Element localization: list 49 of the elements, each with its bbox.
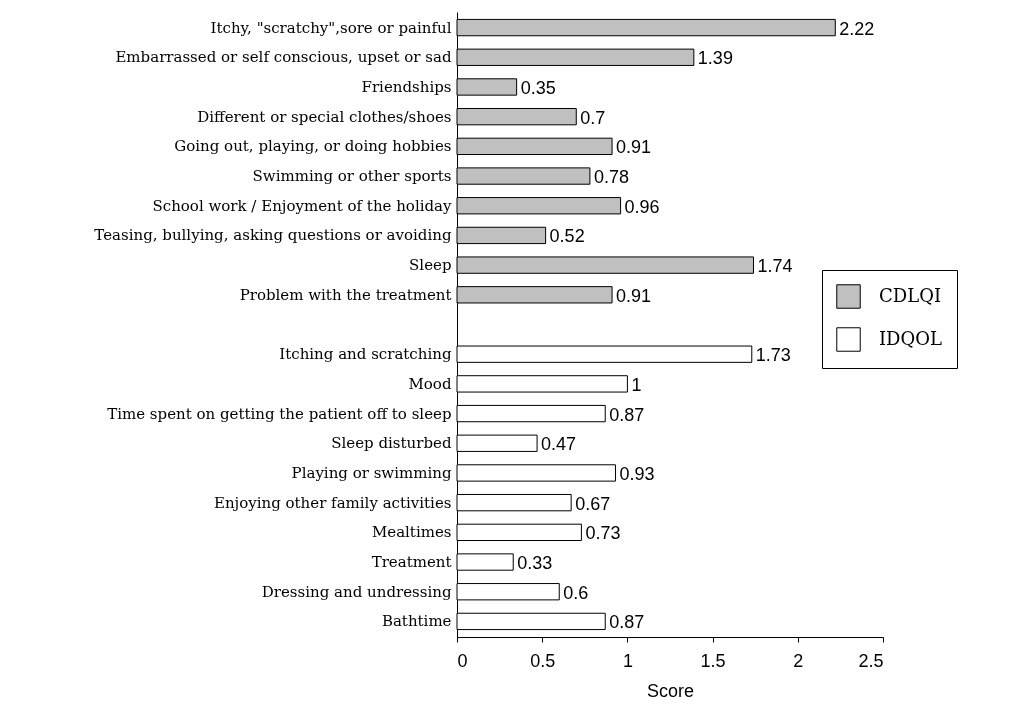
data-label: 0.96 (624, 196, 660, 217)
legend-label: IDQOL (879, 327, 943, 349)
y-tick-label: Mood (408, 374, 452, 393)
y-tick-label: Mealtimes (371, 523, 452, 542)
y-tick-label: Treatment (371, 553, 452, 572)
y-tick-label: Teasing, bullying, asking questions or avoiding (94, 226, 452, 245)
y-tick-label: Itching and scratching (279, 345, 452, 364)
y-tick-label: Sleep (409, 256, 452, 275)
data-label: 0.91 (616, 285, 652, 306)
y-tick-label: Itchy, "scratchy",sore or painful (210, 18, 452, 37)
y-tick-label: Enjoying other family activities (213, 493, 452, 512)
data-label: 1.73 (755, 345, 791, 366)
x-tick-label: 0.5 (530, 650, 556, 671)
data-label: 1 (631, 374, 642, 395)
data-label: 0.33 (517, 553, 553, 574)
legend-label: CDLQI (879, 284, 942, 306)
data-label: 0.47 (541, 434, 577, 455)
x-tick-label: 1.5 (700, 650, 726, 671)
y-tick-label: Sleep disturbed (331, 434, 452, 453)
y-tick-label: Going out, playing, or doing hobbies (174, 137, 452, 156)
y-tick-label: Swimming or other sports (252, 167, 452, 186)
data-label: 0.93 (619, 463, 655, 484)
data-label: 0.52 (549, 226, 585, 247)
data-label: 0.6 (563, 582, 589, 603)
y-tick-label: Different or special clothes/shoes (197, 107, 452, 126)
x-tick-label: 1 (622, 650, 633, 671)
data-label: 1.74 (757, 256, 793, 277)
y-tick-label: Dressing and undressing (261, 582, 452, 601)
x-tick-label: 0 (457, 650, 468, 671)
data-label: 0.78 (593, 167, 629, 188)
y-tick-label: Playing or swimming (291, 463, 452, 482)
x-tick-label: 2.5 (858, 650, 884, 671)
y-tick-label: Problem with the treatment (239, 285, 452, 304)
data-label: 1.39 (697, 48, 733, 69)
data-label: 0.7 (580, 107, 606, 128)
data-label: 0.73 (585, 523, 621, 544)
y-tick-label: Time spent on getting the patient off to sleep (107, 404, 452, 423)
data-label: 2.22 (839, 18, 875, 39)
x-tick-label: 2 (793, 650, 804, 671)
data-label: 0.87 (609, 612, 645, 633)
y-tick-label: School work / Enjoyment of the holiday (152, 196, 453, 215)
y-tick-label: Bathtime (381, 612, 452, 631)
data-label: 0.87 (609, 404, 645, 425)
x-axis-title: Score (646, 680, 695, 701)
data-label: 0.91 (616, 137, 652, 158)
data-label: 0.67 (575, 493, 611, 514)
y-tick-label: Embarrassed or self conscious, upset or sad (115, 48, 452, 67)
data-label: 0.35 (520, 77, 556, 98)
y-tick-label: Friendships (361, 77, 452, 96)
